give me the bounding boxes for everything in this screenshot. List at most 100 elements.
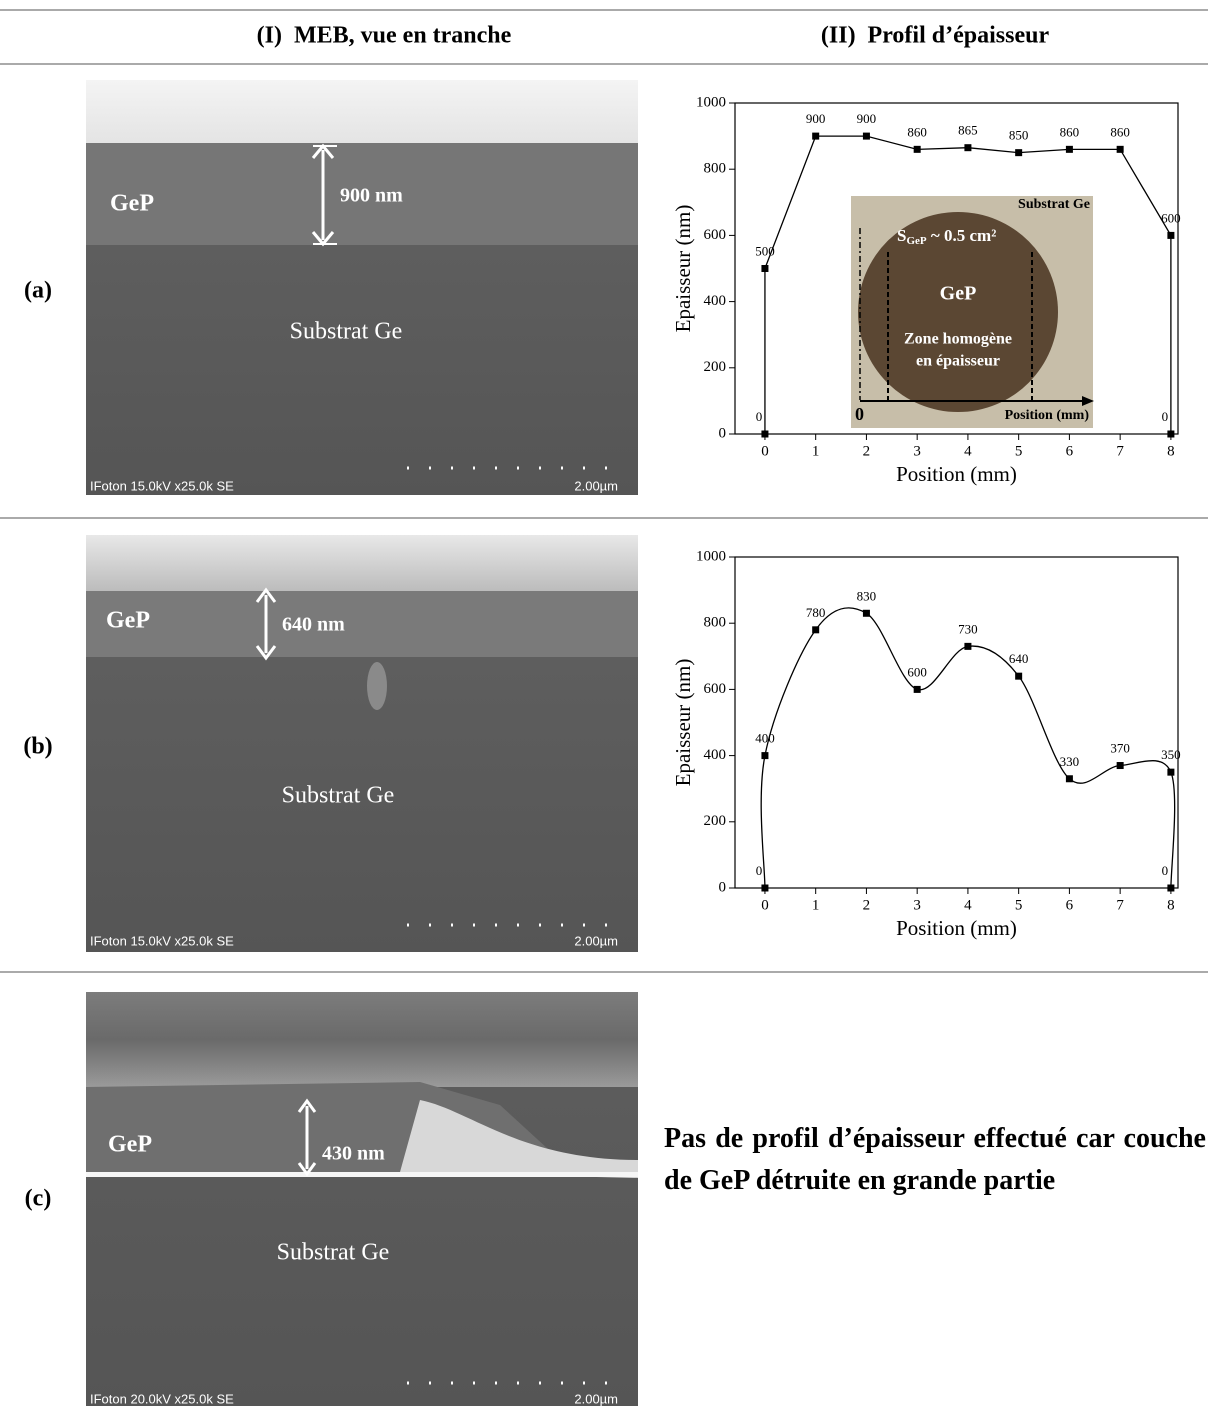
inset: Substrat Ge SGeP ~ 0.5 cm² GeP Zone homo…	[851, 196, 1094, 428]
data-label: 780	[806, 605, 826, 620]
data-marker	[1015, 672, 1023, 680]
x-tick-label: 1	[812, 443, 820, 459]
data-marker	[1065, 775, 1073, 783]
layer-label: GeP	[106, 608, 150, 634]
layer-label: GeP	[108, 1132, 152, 1158]
x-tick-label: 4	[964, 897, 972, 913]
x-axis-title: Position (mm)	[896, 462, 1017, 486]
x-tick-label: 0	[761, 897, 769, 913]
data-label: 0	[1162, 409, 1169, 424]
data-marker	[964, 144, 972, 152]
column-header: (I) MEB, vue en tranche	[257, 23, 512, 49]
data-label: 400	[755, 731, 775, 746]
substrate-label: Substrat Ge	[282, 783, 395, 809]
data-label: 0	[756, 863, 763, 878]
data-label: 370	[1110, 741, 1130, 756]
y-tick-label: 200	[704, 359, 727, 375]
y-tick-label: 400	[704, 293, 727, 309]
data-label: 900	[806, 111, 826, 126]
data-label: 330	[1060, 754, 1080, 769]
x-tick-label: 5	[1015, 897, 1023, 913]
data-label: 830	[857, 588, 877, 603]
data-marker	[913, 685, 921, 693]
inset-label: Zone homogène	[904, 331, 1012, 348]
data-marker	[913, 145, 921, 153]
data-label: 865	[958, 123, 978, 138]
row-label: (b)	[23, 734, 52, 760]
x-tick-label: 3	[913, 443, 921, 459]
data-marker	[1015, 149, 1023, 157]
row-label: (c)	[25, 1186, 52, 1212]
data-label: 0	[1162, 863, 1169, 878]
note: Pas de profil d’épaisseur effectué car c…	[664, 1123, 1206, 1196]
data-label: 600	[907, 664, 927, 679]
x-tick-label: 7	[1116, 443, 1124, 459]
inset-area-symbol: S	[897, 226, 906, 245]
sem-image: GeP 900 nm Substrat Ge IFoton 15.0kV x25…	[86, 80, 638, 495]
data-line	[760, 607, 1176, 889]
data-marker	[862, 132, 870, 140]
data-marker	[1116, 762, 1124, 770]
plot-frame	[734, 102, 1179, 435]
inset-area-subscript: GeP	[906, 235, 926, 247]
layer-label: GeP	[110, 191, 154, 217]
thickness-label: 900 nm	[340, 185, 403, 207]
data-label: 860	[1110, 124, 1130, 139]
data-marker	[1167, 884, 1175, 892]
sem-image: GeP 640 nm Substrat Ge IFoton 15.0kV x25…	[86, 535, 638, 952]
inset-area-text: ~ 0.5 cm²	[927, 226, 997, 245]
data-marker	[1167, 768, 1175, 776]
thickness-label: 640 nm	[282, 614, 345, 636]
sem-scale: 2.00µm	[574, 1391, 618, 1406]
y-tick-label: 200	[704, 813, 727, 829]
x-tick-label: 3	[913, 897, 921, 913]
y-axis-title: Epaisseur (nm)	[671, 205, 695, 333]
y-tick-label: 1000	[696, 548, 726, 564]
sem-image: GeP 430 nm Substrat Ge IFoton 20.0kV x25…	[86, 992, 638, 1406]
data-marker	[964, 642, 972, 650]
x-tick-label: 8	[1167, 897, 1175, 913]
data-label: 860	[1060, 124, 1080, 139]
y-tick-label: 800	[704, 615, 727, 631]
data-label: 500	[755, 243, 775, 258]
x-tick-label: 1	[812, 897, 820, 913]
y-tick-label: 800	[704, 161, 727, 177]
sem-info: IFoton 20.0kV x25.0k SE	[90, 1391, 234, 1406]
y-axis-title: Epaisseur (nm)	[671, 659, 695, 787]
thickness-label: 430 nm	[322, 1143, 385, 1165]
inset-label: GeP	[940, 283, 977, 305]
data-marker	[812, 132, 820, 140]
x-tick-label: 4	[964, 443, 972, 459]
sem-scale: 2.00µm	[574, 933, 618, 948]
data-label: 850	[1009, 128, 1029, 143]
data-marker	[862, 609, 870, 617]
data-label: 350	[1161, 747, 1181, 762]
x-tick-label: 7	[1116, 897, 1124, 913]
data-label: 860	[907, 124, 927, 139]
row-label: (a)	[24, 278, 52, 304]
data-marker	[761, 752, 769, 760]
x-tick-label: 6	[1066, 443, 1074, 459]
data-marker	[761, 884, 769, 892]
column-header: (II) Profil d’épaisseur	[821, 23, 1050, 49]
substrate-label: Substrat Ge	[277, 1240, 390, 1266]
inset-label: 0	[855, 404, 864, 424]
y-tick-label: 0	[719, 425, 727, 441]
data-marker	[1065, 145, 1073, 153]
substrate-label: Substrat Ge	[290, 319, 403, 345]
inset-label: Substrat Ge	[1018, 197, 1090, 212]
x-tick-label: 5	[1015, 443, 1023, 459]
x-axis-title: Position (mm)	[896, 916, 1017, 940]
x-tick-label: 2	[863, 897, 871, 913]
sem-scale: 2.00µm	[574, 478, 618, 493]
sem-info: IFoton 15.0kV x25.0k SE	[90, 933, 234, 948]
plot-frame	[734, 556, 1179, 889]
x-tick-label: 6	[1066, 897, 1074, 913]
data-label: 730	[958, 621, 978, 636]
sem-info: IFoton 15.0kV x25.0k SE	[90, 478, 234, 493]
inset-label: en épaisseur	[916, 353, 1000, 370]
x-tick-label: 0	[761, 443, 769, 459]
data-marker	[1116, 145, 1124, 153]
data-marker	[812, 626, 820, 634]
